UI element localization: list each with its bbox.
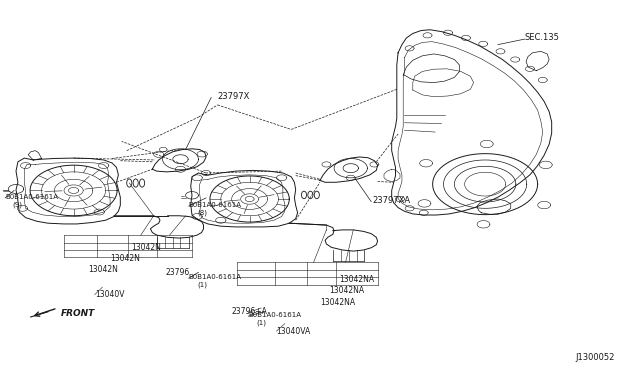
Text: (1): (1) — [256, 320, 266, 326]
Text: B0B1A0-6161A: B0B1A0-6161A — [189, 274, 242, 280]
Text: 13040V: 13040V — [95, 290, 124, 299]
Text: 13042NA: 13042NA — [330, 286, 365, 295]
Text: 13042N: 13042N — [88, 265, 118, 274]
Text: 23797X: 23797X — [218, 92, 250, 101]
Text: B0B1A0-6161A: B0B1A0-6161A — [5, 194, 58, 200]
Text: 23797XA: 23797XA — [372, 196, 411, 205]
Text: 13042NA: 13042NA — [339, 275, 374, 284]
Text: (9): (9) — [13, 201, 23, 208]
Text: 13042N: 13042N — [110, 254, 140, 263]
Text: 23796+A: 23796+A — [232, 307, 268, 316]
Text: 13040VA: 13040VA — [276, 327, 311, 336]
Text: FRONT: FRONT — [61, 309, 95, 318]
Text: SEC.135: SEC.135 — [525, 33, 559, 42]
Text: 23796: 23796 — [165, 268, 189, 277]
Text: (1): (1) — [197, 281, 207, 288]
Text: B0B1A0-6161A: B0B1A0-6161A — [189, 202, 242, 208]
Text: 13042NA: 13042NA — [320, 298, 355, 307]
Text: J1300052: J1300052 — [575, 353, 614, 362]
Text: B0B1A0-6161A: B0B1A0-6161A — [248, 312, 301, 318]
Text: (8): (8) — [197, 209, 207, 216]
Text: 13042N: 13042N — [131, 243, 161, 252]
